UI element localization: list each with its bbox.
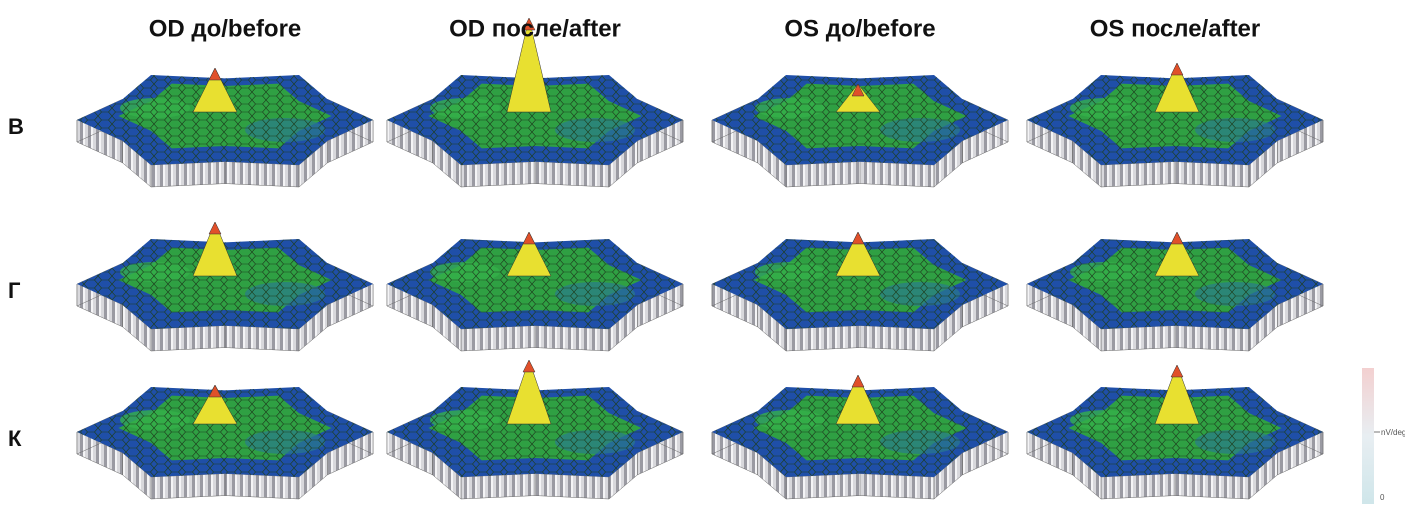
erg-plot — [1027, 232, 1323, 351]
plot-wall — [151, 326, 225, 351]
plot-wall — [535, 162, 609, 187]
plot-wall — [461, 326, 535, 351]
plot-peak-tip — [1171, 365, 1183, 377]
plot-wall — [151, 474, 225, 499]
plot-wall — [860, 474, 934, 499]
plot-wall — [1101, 326, 1175, 351]
plot-wall — [786, 162, 860, 187]
erg-plot — [77, 68, 373, 187]
plot-wall — [461, 162, 535, 187]
page: {"headers": ["OD до/before", "OD после/a… — [0, 0, 1405, 508]
plot-wall — [1175, 326, 1249, 351]
erg-plot — [387, 18, 683, 187]
plot-peak-tip — [1171, 232, 1183, 244]
erg-plot — [77, 222, 373, 351]
plots — [77, 18, 1323, 499]
plot-peak-tip — [852, 232, 864, 244]
plot-wall — [786, 474, 860, 499]
erg-plot — [712, 375, 1008, 499]
plot-peak-tip — [209, 222, 221, 234]
erg-plot — [387, 232, 683, 351]
colorbar-min: 0 — [1380, 493, 1385, 502]
row-label: К — [8, 426, 22, 451]
colorbar-scale — [1362, 368, 1374, 504]
colorbar: nV/deg² 0 — [1362, 368, 1405, 504]
erg-plot — [387, 360, 683, 499]
plot-wall — [860, 162, 934, 187]
column-header: OD до/before — [149, 15, 302, 42]
erg-plot — [1027, 63, 1323, 187]
plot-wall — [535, 326, 609, 351]
plot-wall — [1101, 474, 1175, 499]
plot-wall — [1175, 474, 1249, 499]
plot-wall — [461, 474, 535, 499]
column-header: OS до/before — [784, 15, 935, 42]
erg-plot — [712, 232, 1008, 351]
plot-wall — [860, 326, 934, 351]
plot-peak-tip — [852, 375, 864, 387]
erg-plot — [77, 385, 373, 499]
plot-peak-tip — [209, 68, 221, 80]
plot-wall — [225, 326, 299, 351]
plot-wall — [535, 474, 609, 499]
colorbar-unit: nV/deg² — [1381, 428, 1405, 437]
plot-wall — [1101, 162, 1175, 187]
erg-plot — [712, 75, 1008, 187]
plot-peak-tip — [523, 360, 535, 372]
plot-wall — [786, 326, 860, 351]
row-label: В — [8, 114, 24, 139]
figure: nV/deg² 0 OD до/before OD после/after OS д… — [0, 0, 1405, 508]
plot-wall — [225, 474, 299, 499]
row-label: Г — [8, 278, 21, 303]
plot-wall — [225, 162, 299, 187]
plot-peak-tip — [523, 232, 535, 244]
plot-wall — [1175, 162, 1249, 187]
erg-plot — [1027, 365, 1323, 499]
plot-peak-tip — [1171, 63, 1183, 75]
column-header: OS после/after — [1090, 15, 1261, 42]
plot-wall — [151, 162, 225, 187]
column-header: OD после/after — [449, 15, 621, 42]
